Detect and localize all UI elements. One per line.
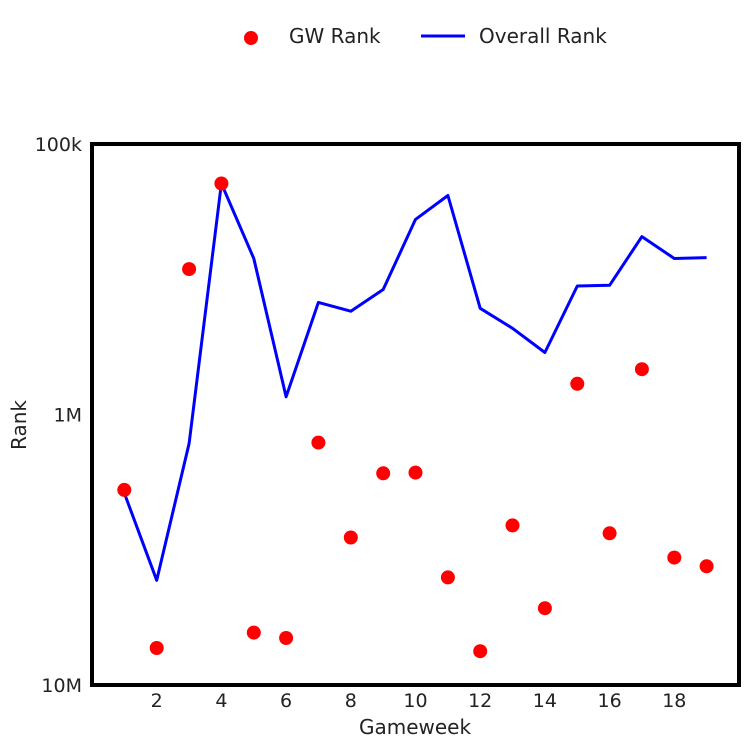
y-tick-label: 100k: [35, 134, 82, 156]
gw-rank-point: [343, 530, 358, 545]
x-tick-label: 12: [468, 690, 492, 712]
y-tick-label: 1M: [54, 405, 82, 427]
legend-overall-rank-label: Overall Rank: [479, 24, 607, 48]
overall-rank-line: [122, 182, 707, 582]
x-tick-label: 18: [662, 690, 686, 712]
plot-content: [117, 176, 714, 659]
gw-rank-point: [408, 465, 423, 480]
y-axis-ticks: 100k 1M 10M: [35, 134, 82, 697]
gw-rank-point: [440, 570, 455, 585]
gw-rank-point: [634, 362, 649, 377]
gw-rank-point: [279, 631, 294, 645]
x-tick-label: 16: [598, 690, 622, 712]
x-tick-label: 8: [345, 690, 357, 712]
gw-rank-point: [376, 466, 391, 481]
x-tick-label: 10: [403, 690, 427, 712]
x-tick-label: 6: [280, 690, 292, 712]
gw-rank-point: [117, 482, 132, 497]
gw-rank-point: [311, 435, 326, 450]
gw-rank-point: [182, 262, 197, 277]
plot-frame: [90, 142, 741, 687]
gw-rank-point: [149, 641, 164, 655]
gw-rank-point: [505, 518, 520, 533]
x-axis-label: Gameweek: [359, 715, 472, 739]
y-axis-label: Rank: [7, 400, 31, 450]
gw-rank-point: [667, 550, 682, 565]
gw-rank-point: [473, 644, 488, 659]
gw-rank-point: [214, 176, 229, 191]
gw-rank-point: [699, 559, 714, 574]
legend-gw-rank-label: GW Rank: [289, 24, 381, 48]
gw-rank-point: [246, 625, 261, 640]
x-tick-label: 14: [533, 690, 557, 712]
x-axis-ticks: 2 4 6 8 10 12 14 16 18: [151, 690, 687, 712]
y-tick-label: 10M: [41, 675, 82, 697]
gw-rank-point: [602, 526, 617, 541]
x-tick-label: 4: [215, 690, 227, 712]
legend-gw-rank-marker: [244, 31, 258, 45]
x-tick-label: 2: [151, 690, 163, 712]
legend: GW Rank Overall Rank: [244, 24, 607, 48]
gw-rank-point: [537, 601, 552, 616]
gw-rank-point: [570, 376, 585, 391]
